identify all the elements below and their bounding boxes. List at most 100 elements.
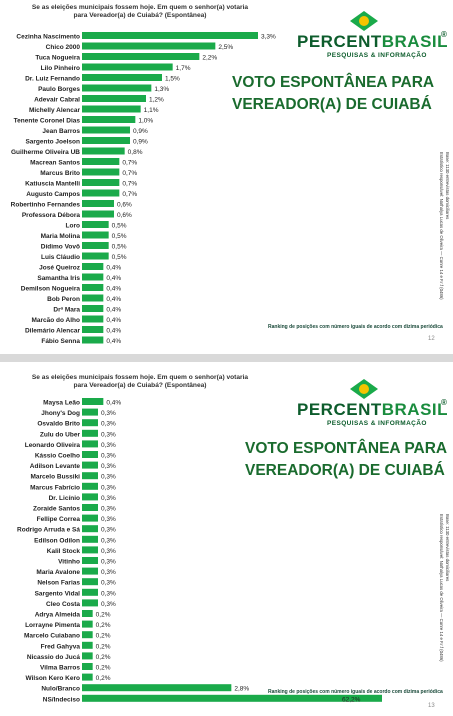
bar [82, 673, 93, 681]
category-label: Lilo Pinheiro [41, 65, 80, 72]
value-label: 0,4% [106, 296, 121, 303]
bar [82, 305, 104, 312]
bar [82, 408, 98, 416]
value-label: 0,3% [101, 421, 116, 428]
value-label: 1,0% [138, 118, 153, 125]
bar [82, 137, 130, 144]
bar-row: Maysa Leão 0,4% [43, 398, 121, 407]
bar [82, 179, 120, 186]
bar-row: Vilma Barros 0,2% [40, 663, 111, 672]
bar-row: Fábio Senna 0,4% [41, 336, 121, 345]
value-label: 0,3% [101, 453, 116, 460]
bar [82, 684, 232, 692]
category-label: Drª Mara [53, 307, 80, 314]
bar-row: Jean Barros 0,9% [42, 126, 148, 135]
value-label: 0,7% [122, 160, 137, 167]
chart-question: Se as eleições municipais fossem hoje. E… [31, 374, 249, 389]
slide-divider [0, 354, 453, 362]
category-label: Nicassio do Jucá [27, 654, 80, 661]
bar [82, 242, 109, 249]
category-label: Luis Cláudio [41, 254, 80, 261]
value-label: 2,5% [218, 44, 233, 51]
bar-row: Paulo Borges 1,3% [38, 84, 169, 93]
value-label: 0,3% [101, 431, 116, 438]
category-label: Augusto Campos [26, 191, 80, 198]
category-label: Katiuscia Mantelli [25, 181, 80, 188]
bar [82, 451, 98, 458]
value-label: 0,2% [96, 612, 111, 619]
bar-row: Osvaldo Brito 0,3% [37, 419, 116, 428]
bar [82, 168, 120, 176]
category-label: Loro [66, 223, 80, 230]
bar-row: Fred Gahyva 0,2% [41, 641, 111, 650]
bar [82, 546, 98, 554]
bar-row: Katiuscia Mantelli 0,7% [25, 179, 137, 188]
bar [82, 284, 104, 291]
bar-row: Nicassio do Jucá 0,2% [27, 652, 111, 661]
category-label: Marcelo Cuiabano [24, 633, 80, 640]
value-label: 0,4% [106, 328, 121, 335]
value-label: 0,3% [101, 590, 116, 597]
bar-row: Vitinho 0,3% [58, 557, 116, 566]
slide-heading: VOTO ESPONTÂNEA PARA VEREADOR(A) DE CUIA… [232, 74, 435, 113]
methodology-note: Base: 1130 entrevistas domiciliares Esta… [439, 152, 451, 300]
bar [82, 461, 98, 469]
value-label: 0,3% [101, 495, 116, 502]
category-label: Maria Avalone [36, 569, 80, 576]
value-label: 0,5% [112, 223, 127, 230]
bar-row: Rodrigo Arruda e Sá 0,3% [17, 525, 116, 534]
bar [82, 482, 98, 490]
value-label: 0,3% [101, 516, 116, 523]
bar-row: Kalil Stock 0,3% [47, 546, 116, 555]
slide-heading: VOTO ESPONTÂNEA PARA VEREADOR(A) DE CUIA… [245, 440, 448, 479]
percent-brasil-logo: PERCENTBRASIL ® PESQUISAS & INFORMAÇÃO [297, 378, 448, 438]
category-label: Dídimo Vovô [41, 244, 80, 251]
category-label: Sargento Joelson [25, 139, 80, 146]
bar [82, 32, 258, 39]
value-label: 0,3% [101, 537, 116, 544]
value-label: 1,3% [154, 86, 169, 93]
category-label: Kalil Stock [47, 548, 81, 555]
bar-row: Wilson Kero Kero 0,2% [26, 673, 111, 682]
page-number: 12 [428, 336, 435, 342]
bar-row: Adevair Cabral 1,2% [34, 95, 164, 104]
value-label: 0,8% [128, 149, 143, 156]
category-label: Dr. Licínio [49, 495, 80, 502]
value-label: 1,7% [176, 65, 191, 72]
bar [82, 631, 93, 639]
category-label: Sargento Vidal [35, 590, 81, 597]
bar-row: Demilson Nogueira 0,4% [21, 284, 121, 293]
bar-row: Zulu do Uber 0,3% [40, 429, 116, 438]
category-label: José Queiroz [39, 265, 81, 272]
value-label: 0,3% [101, 474, 116, 481]
bar [82, 514, 98, 522]
bar [82, 525, 98, 533]
bar [82, 95, 146, 102]
bar [82, 294, 104, 302]
footer-note: Ranking de posições com número iguais de… [268, 689, 443, 695]
bar [82, 620, 93, 628]
bar-row: Leonardo Oliveira 0,3% [25, 440, 116, 449]
value-label: 1,1% [144, 107, 159, 114]
bar-row: Professora Débora 0,6% [22, 210, 132, 219]
bar-row: Cezinha Nascimento 3,3% [16, 32, 276, 41]
category-label: Edilson Odilon [34, 537, 80, 544]
slide-2: Se as eleições municipais fossem hoje. E… [0, 366, 453, 716]
logo-wordmark: PERCENTBRASIL [297, 32, 449, 51]
bar-row: José Queiroz 0,4% [39, 263, 121, 272]
category-label: Dr. Luiz Fernando [25, 76, 80, 83]
category-label: Marcus Brito [40, 170, 80, 177]
registered-mark: ® [441, 30, 447, 39]
brazil-flag-icon [350, 379, 378, 399]
value-label: 0,5% [112, 254, 127, 261]
category-label: Michelly Alencar [29, 107, 81, 114]
category-label: Fred Gahyva [41, 643, 81, 650]
bar [82, 652, 93, 660]
category-label: Lorrayne Pimenta [25, 622, 80, 629]
bar [82, 557, 98, 564]
value-label: 0,2% [96, 622, 111, 629]
value-label: 0,5% [112, 233, 127, 240]
bar [82, 74, 162, 81]
bar [82, 440, 98, 448]
bar-row: Adrya Almeida 0,2% [35, 610, 111, 619]
